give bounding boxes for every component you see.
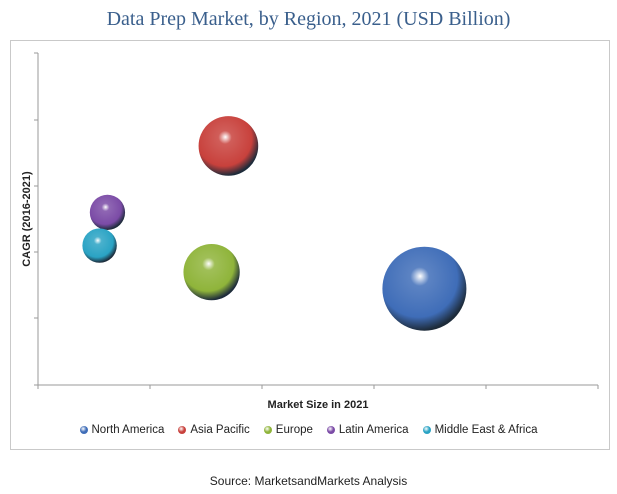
chart-frame xyxy=(10,40,610,450)
legend-marker xyxy=(79,426,88,434)
legend-label: Middle East & Africa xyxy=(434,424,538,436)
x-axis-label: Market Size in 2021 xyxy=(268,399,369,411)
legend-item: North America xyxy=(79,424,165,436)
legend-item: Europe xyxy=(263,424,313,436)
bubble-latin-america xyxy=(89,194,126,230)
legend-marker xyxy=(326,426,335,434)
legend-label: Asia Pacific xyxy=(190,424,250,436)
bubble-middle-east-africa xyxy=(82,228,117,263)
legend-label: Europe xyxy=(275,424,313,436)
legend-label: Latin America xyxy=(338,424,409,436)
legend-marker xyxy=(263,426,272,434)
legend-item: Latin America xyxy=(326,424,409,436)
legend-label: North America xyxy=(91,424,165,436)
bubble-north-america xyxy=(382,246,467,331)
bubble-europe xyxy=(183,243,240,301)
source-note: Source: MarketsandMarkets Analysis xyxy=(209,474,408,488)
bubble-asia-pacific xyxy=(198,116,259,176)
legend-marker xyxy=(178,426,187,434)
chart-title: Data Prep Market, by Region, 2021 (USD B… xyxy=(106,8,511,30)
legend-item: Asia Pacific xyxy=(178,424,250,436)
legend-item: Middle East & Africa xyxy=(422,424,538,436)
y-axis-label: CAGR (2016-2021) xyxy=(21,171,33,267)
legend-marker xyxy=(422,426,431,434)
legend: North America Asia Pacific Europe Latin Ame… xyxy=(0,424,617,436)
